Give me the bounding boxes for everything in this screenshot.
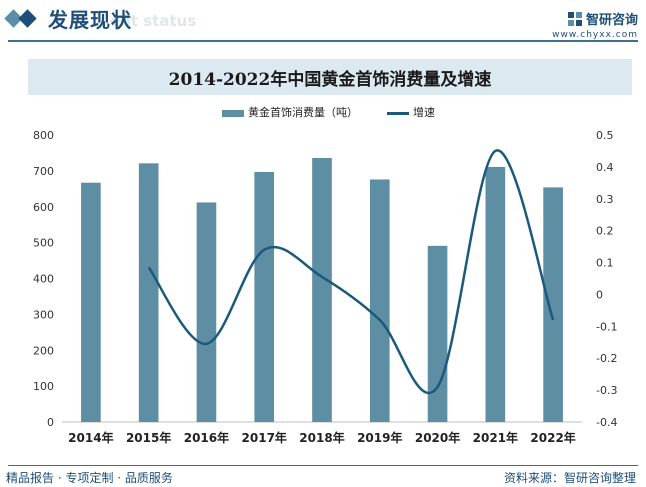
y-left-tick-label: 200: [33, 344, 54, 357]
footer-source: 资料来源：智研咨询整理: [503, 471, 636, 485]
x-tick-label: 2014年: [68, 430, 113, 445]
y-right-tick-label: -0.3: [596, 384, 617, 397]
x-tick-label: 2020年: [415, 430, 460, 445]
x-tick-label: 2018年: [299, 430, 344, 445]
y-right-tick-label: 0.1: [596, 257, 614, 270]
footer-divider: [8, 465, 638, 466]
y-left-tick-label: 800: [33, 129, 54, 142]
y-left-tick-label: 500: [33, 237, 54, 250]
y-right-tick-label: 0.5: [596, 129, 614, 142]
brand: 智研咨询 www.chyxx.com: [552, 8, 638, 40]
legend-line-swatch: [387, 111, 409, 115]
y-left-tick-label: 700: [33, 165, 54, 178]
section-title: 发展现状: [48, 8, 132, 32]
y-right-tick-label: 0.3: [596, 193, 614, 206]
bar: [81, 182, 101, 422]
x-tick-label: 2017年: [242, 430, 287, 445]
y-right-tick-label: -0.1: [596, 320, 617, 333]
y-right-tick-label: 0: [596, 288, 603, 301]
y-right-tick-label: -0.4: [596, 416, 617, 429]
header-divider: [8, 40, 638, 42]
x-tick-label: 2015年: [126, 430, 171, 445]
brand-name: 智研咨询: [585, 13, 638, 28]
bar: [485, 166, 506, 422]
legend-bar-label: 黄金首饰消费量（吨）: [248, 106, 358, 119]
y-left-tick-label: 300: [33, 308, 54, 321]
y-left-tick-label: 400: [33, 273, 54, 286]
bar: [369, 179, 390, 422]
bar: [312, 157, 332, 422]
legend-line-label: 增速: [413, 106, 435, 119]
y-left-tick-label: 600: [33, 201, 54, 214]
legend-item-line: 增速: [387, 104, 435, 120]
page-footer: 精品报告 · 专项定制 · 品质服务 资料来源：智研咨询整理: [0, 463, 646, 487]
brand-logo-icon: [567, 11, 582, 26]
y-right-tick-label: 0.4: [596, 161, 614, 174]
bar: [196, 202, 217, 422]
legend-item-bar: 黄金首饰消费量（吨）: [222, 104, 358, 120]
page-header: ent status 发展现状 智研咨询 www.chyxx.com: [0, 0, 646, 44]
y-left-tick-label: 0: [47, 416, 54, 429]
x-tick-label: 2021年: [473, 430, 518, 445]
bar: [254, 171, 275, 422]
x-tick-label: 2022年: [530, 430, 575, 445]
chart-title-box: 2014-2022年中国黄金首饰消费量及增速: [28, 59, 632, 95]
chart-title: 2014-2022年中国黄金首饰消费量及增速: [168, 70, 492, 90]
x-tick-label: 2019年: [357, 430, 402, 445]
footer-tagline: 精品报告 · 专项定制 · 品质服务: [6, 471, 173, 485]
section-subtitle: ent status: [110, 12, 197, 30]
bar: [138, 163, 159, 422]
brand-url: www.chyxx.com: [552, 30, 638, 40]
growth-line: [147, 149, 555, 395]
y-right-tick-label: 0.2: [596, 225, 614, 238]
y-right-tick-label: -0.2: [596, 352, 617, 365]
bar: [427, 245, 448, 422]
y-left-tick-label: 100: [33, 380, 54, 393]
bar: [543, 187, 563, 422]
x-tick-label: 2016年: [184, 430, 229, 445]
legend-bar-swatch: [222, 109, 244, 117]
